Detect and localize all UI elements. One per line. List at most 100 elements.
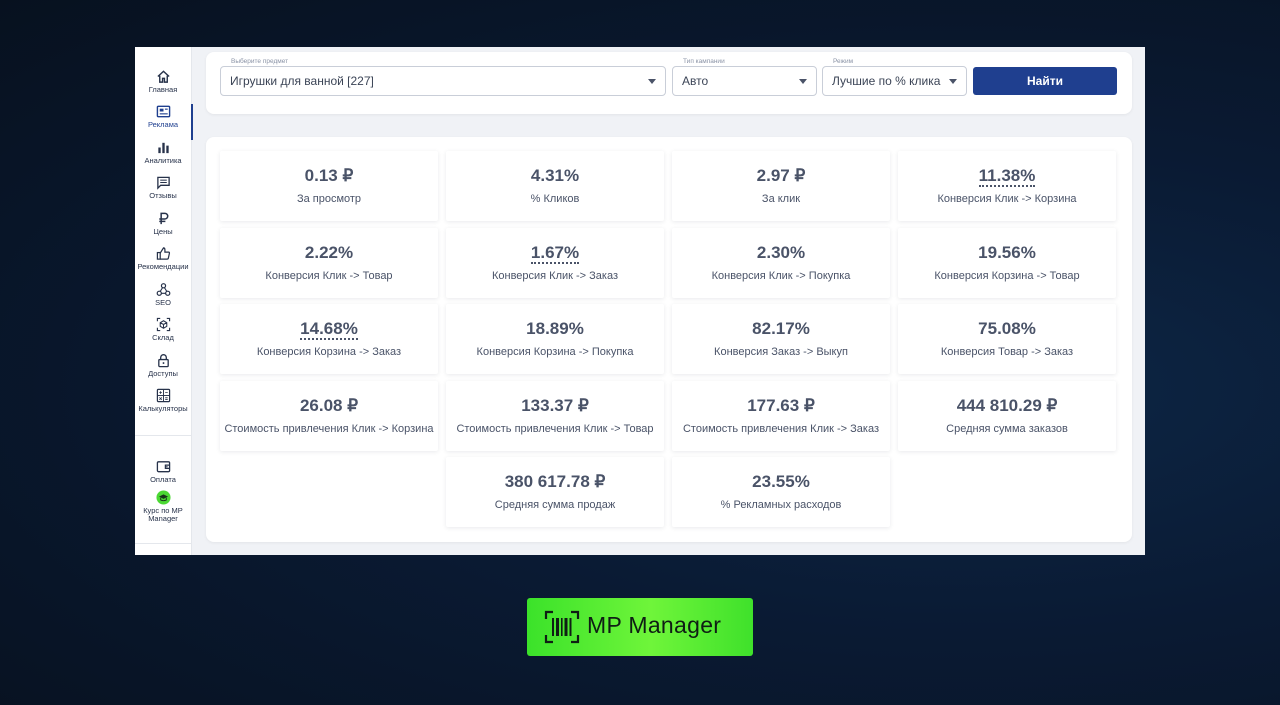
- sidebar-item-label: Реклама: [147, 120, 179, 129]
- sidebar-item-analytics[interactable]: Аналитика: [135, 140, 191, 174]
- metric-caption: Стоимость привлечения Клик -> Заказ: [682, 423, 880, 435]
- metric-tile: 18.89% Конверсия Корзина -> Покупка: [446, 304, 664, 374]
- chevron-down-icon: [799, 79, 807, 84]
- sidebar-item-label: Доступы: [148, 369, 178, 378]
- metric-tile: 2.22% Конверсия Клик -> Товар: [220, 228, 438, 298]
- sidebar-item-label: Склад: [152, 333, 174, 342]
- sidebar-item-seo[interactable]: SEO: [135, 282, 191, 316]
- metric-value-text: 11.38%: [978, 166, 1036, 187]
- metric-value: 2.30%: [756, 243, 806, 262]
- metric-caption: Средняя сумма продаж: [494, 499, 616, 511]
- sidebar-item-prices[interactable]: Цены: [135, 211, 191, 245]
- sidebar-bottom-line: [135, 543, 191, 544]
- metric-tile: 177.63 ₽ Стоимость привлечения Клик -> За…: [672, 381, 890, 451]
- bar-chart-icon: [157, 142, 169, 154]
- metric-caption: Конверсия Клик -> Корзина: [937, 193, 1077, 205]
- metric-caption: Стоимость привлечения Клик -> Товар: [456, 423, 654, 435]
- metric-tile: 133.37 ₽ Стоимость привлечения Клик -> То…: [446, 381, 664, 451]
- metric-value-text: 1.67%: [530, 243, 580, 264]
- metric-caption: За просмотр: [296, 193, 362, 205]
- sidebar-item-calculators[interactable]: Калькуляторы: [135, 388, 191, 422]
- sidebar-item-ads[interactable]: Реклама: [135, 104, 193, 140]
- subject-select-value: Игрушки для ванной [227]: [230, 74, 374, 88]
- subject-select[interactable]: Выберите предмет Игрушки для ванной [227…: [220, 58, 666, 96]
- app-window: Главная Реклама Аналитика Отзывы Цены Ре…: [135, 47, 1145, 555]
- metric-caption: % Кликов: [530, 193, 580, 205]
- metric-caption: Стоимость привлечения Клик -> Корзина: [224, 423, 434, 435]
- campaign-type-value: Авто: [682, 74, 709, 88]
- thumbs-up-icon: [156, 247, 170, 260]
- metric-tile: 82.17% Конверсия Заказ -> Выкуп: [672, 304, 890, 374]
- metric-tile: 26.08 ₽ Стоимость привлечения Клик -> Кор…: [220, 381, 438, 451]
- sidebar-item-home[interactable]: Главная: [135, 69, 191, 103]
- metrics-panel: 0.13 ₽ За просмотр 4.31% % Кликов 2.97 ₽ За…: [206, 137, 1132, 542]
- box-icon: [156, 317, 170, 332]
- sidebar-item-payment[interactable]: Оплата: [135, 459, 191, 493]
- metric-tile: 23.55% % Рекламных расходов: [672, 457, 890, 527]
- sidebar-item-course[interactable]: Курс по MP Manager: [135, 490, 191, 530]
- metric-value[interactable]: 14.68%: [220, 319, 438, 340]
- metric-caption: Конверсия Корзина -> Покупка: [476, 346, 634, 358]
- metric-tile: 2.97 ₽ За клик: [672, 151, 890, 221]
- metric-caption: Конверсия Клик -> Покупка: [711, 270, 851, 282]
- metric-value: 0.13 ₽: [304, 166, 354, 185]
- chevron-down-icon: [949, 79, 957, 84]
- metric-caption: Конверсия Клик -> Заказ: [491, 270, 619, 282]
- sidebar-item-recommendations[interactable]: Рекомендации: [135, 246, 191, 280]
- network-icon: [156, 283, 170, 296]
- metric-caption: Конверсия Корзина -> Заказ: [256, 346, 402, 358]
- mode-label: Режим: [831, 58, 856, 65]
- metric-value: 177.63 ₽: [747, 396, 815, 415]
- home-icon: [156, 70, 170, 83]
- sidebar-item-warehouse[interactable]: Склад: [135, 317, 191, 351]
- metric-tile: 14.68% Конверсия Корзина -> Заказ: [220, 304, 438, 374]
- calculator-icon: [156, 388, 170, 403]
- mode-select[interactable]: Режим Лучшие по % клика: [822, 58, 967, 96]
- sidebar-item-label: Цены: [153, 227, 173, 236]
- brand-badge: MP Manager: [527, 598, 753, 656]
- metric-tile: 2.30% Конверсия Клик -> Покупка: [672, 228, 890, 298]
- graduation-cap-icon: [155, 490, 171, 505]
- sidebar-item-access[interactable]: Доступы: [135, 353, 191, 387]
- search-panel: Выберите предмет Игрушки для ванной [227…: [206, 52, 1132, 114]
- find-button[interactable]: Найти: [973, 67, 1117, 95]
- metric-caption: Конверсия Заказ -> Выкуп: [714, 346, 848, 358]
- metric-value: 18.89%: [526, 319, 584, 338]
- metric-value[interactable]: 11.38%: [898, 166, 1116, 187]
- metric-value: 2.97 ₽: [756, 166, 806, 185]
- subject-select-label: Выберите предмет: [229, 58, 291, 65]
- barcode-scan-icon: [544, 610, 580, 644]
- sidebar: Главная Реклама Аналитика Отзывы Цены Ре…: [135, 47, 193, 555]
- metric-caption: % Рекламных расходов: [720, 499, 842, 511]
- metric-caption: Средняя сумма заказов: [946, 423, 1068, 435]
- metric-caption: За клик: [761, 193, 801, 205]
- campaign-type-select[interactable]: Тип кампании Авто: [672, 58, 817, 96]
- metric-value: 444 810.29 ₽: [956, 396, 1058, 415]
- metric-caption: Конверсия Клик -> Товар: [265, 270, 393, 282]
- sidebar-divider: [135, 435, 191, 436]
- sidebar-item-label: SEO: [155, 298, 171, 307]
- metric-value: 23.55%: [752, 472, 810, 491]
- metric-value: 75.08%: [978, 319, 1036, 338]
- ruble-icon: [158, 212, 168, 225]
- sidebar-item-label: Рекомендации: [137, 262, 189, 271]
- campaign-type-label: Тип кампании: [681, 58, 727, 65]
- metric-value: 82.17%: [752, 319, 810, 338]
- chevron-down-icon: [648, 79, 656, 84]
- metric-value[interactable]: 1.67%: [446, 243, 664, 264]
- metric-caption: Конверсия Товар -> Заказ: [940, 346, 1074, 358]
- sidebar-item-label: Отзывы: [149, 191, 177, 200]
- metric-value: 19.56%: [978, 243, 1036, 262]
- brand-name: MP Manager: [587, 612, 722, 638]
- sidebar-item-label: Оплата: [150, 475, 176, 484]
- metric-value: 380 617.78 ₽: [504, 472, 606, 491]
- sidebar-item-label: Аналитика: [144, 156, 182, 165]
- ads-icon: [156, 105, 170, 118]
- metric-tile: 1.67% Конверсия Клик -> Заказ: [446, 228, 664, 298]
- metric-value: 2.22%: [304, 243, 354, 262]
- metric-tile: 19.56% Конверсия Корзина -> Товар: [898, 228, 1116, 298]
- mode-value: Лучшие по % клика: [832, 74, 941, 88]
- sidebar-item-reviews[interactable]: Отзывы: [135, 175, 191, 209]
- chat-icon: [156, 176, 170, 190]
- sidebar-item-label: Курс по MP Manager: [143, 506, 183, 523]
